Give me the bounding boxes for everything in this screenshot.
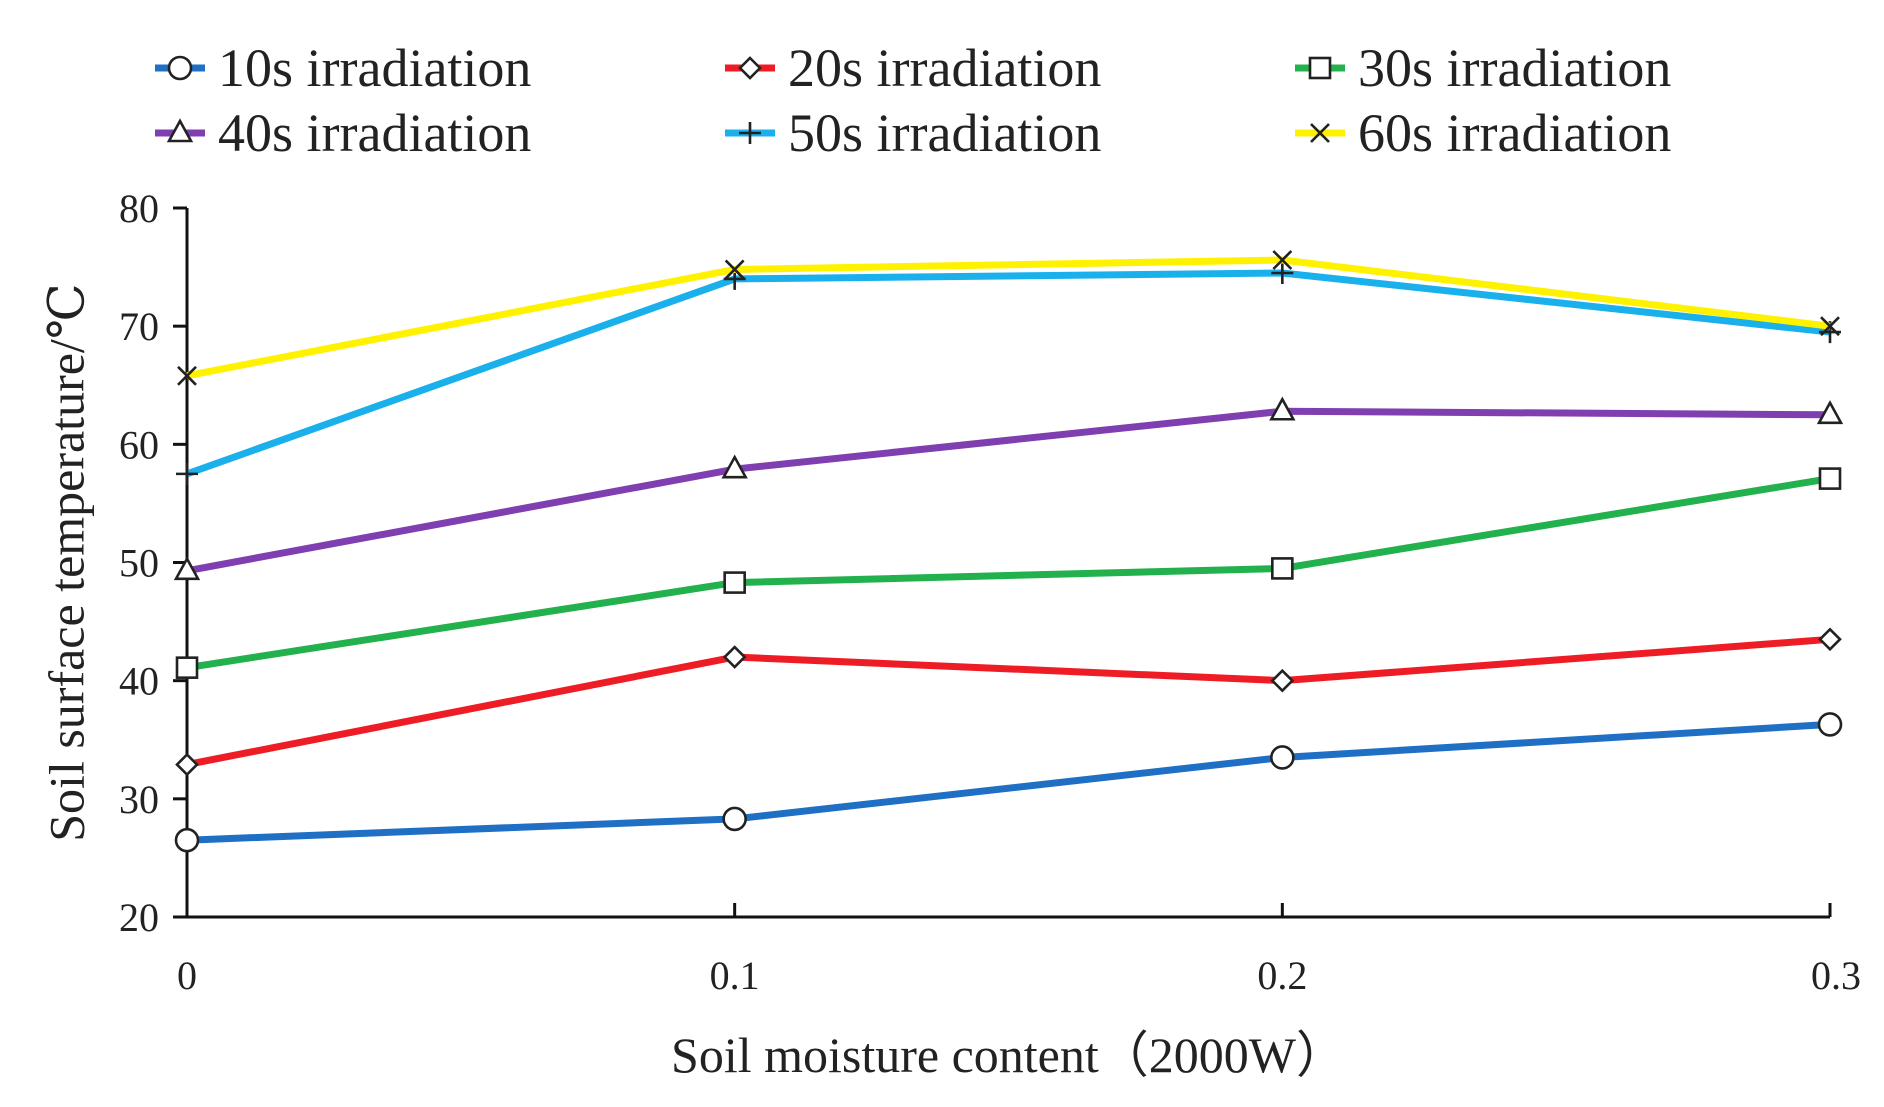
legend-label: 10s irradiation bbox=[218, 38, 531, 98]
plot-area: 20 30 40 50 60 70 80 0 0.1 0.2 0.3 bbox=[119, 186, 1861, 998]
x-tick-label: 0.3 bbox=[1811, 953, 1861, 998]
data-point-marker bbox=[177, 365, 197, 386]
legend-label: 40s irradiation bbox=[218, 103, 531, 163]
y-tick-label: 30 bbox=[119, 777, 159, 822]
x-tick-label: 0.1 bbox=[710, 953, 760, 998]
legend-item: 60s irradiation bbox=[1295, 103, 1671, 163]
legend-marker bbox=[1310, 123, 1330, 143]
y-tick-label: 20 bbox=[119, 895, 159, 940]
series-40s-irradiation bbox=[173, 396, 1844, 581]
legend-marker bbox=[739, 122, 761, 144]
legend-marker bbox=[166, 118, 194, 143]
y-tick-label: 40 bbox=[119, 659, 159, 704]
data-point-marker bbox=[1271, 261, 1294, 284]
series-layer bbox=[173, 250, 1844, 853]
data-point-marker bbox=[721, 454, 748, 479]
series-10s-irradiation bbox=[174, 712, 1843, 853]
data-point-marker bbox=[1816, 400, 1844, 425]
legend-marker bbox=[738, 56, 762, 80]
y-tick-label: 80 bbox=[119, 186, 159, 231]
legend-item: 10s irradiation bbox=[155, 38, 531, 98]
data-point-marker bbox=[1270, 745, 1295, 770]
series-line bbox=[186, 635, 1831, 768]
y-tick-label: 60 bbox=[119, 422, 159, 467]
legend-label: 20s irradiation bbox=[788, 38, 1101, 98]
data-point-marker bbox=[723, 571, 746, 594]
data-point-marker bbox=[1820, 316, 1840, 337]
legend-marker bbox=[1308, 56, 1332, 80]
series-line bbox=[186, 475, 1831, 672]
legend-label: 50s irradiation bbox=[788, 103, 1101, 163]
data-point-marker bbox=[722, 645, 747, 669]
data-point-marker bbox=[1817, 712, 1843, 737]
data-point-marker bbox=[1818, 467, 1842, 490]
legend-item: 30s irradiation bbox=[1295, 38, 1671, 98]
data-point-marker bbox=[1818, 627, 1842, 652]
data-point-marker bbox=[174, 827, 200, 853]
series-30s-irradiation bbox=[175, 467, 1842, 679]
data-point-marker bbox=[175, 752, 199, 777]
series-60s-irradiation bbox=[177, 250, 1840, 386]
data-point-marker bbox=[724, 259, 745, 280]
series-50s-irradiation bbox=[176, 261, 1841, 485]
x-axis-title: Soil moisture content（2000W） bbox=[671, 1027, 1346, 1083]
axes: 20 30 40 50 60 70 80 0 0.1 0.2 0.3 bbox=[119, 186, 1861, 998]
data-point-marker bbox=[1271, 557, 1294, 580]
x-tick-label: 0.2 bbox=[1257, 953, 1307, 998]
y-tick-label: 50 bbox=[119, 541, 159, 586]
legend-item: 50s irradiation bbox=[725, 103, 1101, 163]
legend-item: 40s irradiation bbox=[155, 103, 531, 163]
series-line bbox=[186, 720, 1831, 844]
series-line bbox=[186, 407, 1831, 575]
data-point-marker bbox=[175, 656, 199, 679]
legend-marker bbox=[167, 55, 193, 81]
legend-label: 30s irradiation bbox=[1358, 38, 1671, 98]
series-line bbox=[185, 269, 1831, 478]
series-line bbox=[186, 256, 1831, 380]
legend-item: 20s irradiation bbox=[725, 38, 1101, 98]
data-point-marker bbox=[1269, 396, 1296, 421]
series-20s-irradiation bbox=[175, 627, 1842, 777]
y-tick-label: 70 bbox=[119, 304, 159, 349]
data-point-marker bbox=[176, 462, 198, 485]
data-point-marker bbox=[722, 806, 747, 832]
x-tick-label: 0 bbox=[177, 953, 197, 998]
data-point-marker bbox=[1270, 668, 1295, 693]
legend-label: 60s irradiation bbox=[1358, 103, 1671, 163]
data-point-marker bbox=[173, 556, 201, 581]
data-point-marker bbox=[1272, 250, 1293, 270]
y-axis-title: Soil surface temperature/℃ bbox=[39, 283, 95, 842]
legend: 10s irradiation 20s irradiation 30s irradi… bbox=[155, 38, 1671, 163]
